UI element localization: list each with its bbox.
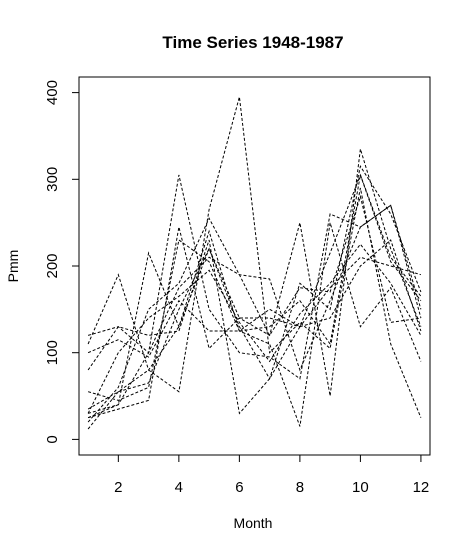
- series-line-9: [87, 247, 422, 410]
- y-axis-label: Pmm: [5, 250, 21, 283]
- series-layer: [87, 96, 422, 430]
- series-line-12: [87, 243, 422, 414]
- series-line-1: [87, 174, 422, 414]
- y-tick-label: 300: [44, 167, 61, 192]
- series-line-8: [87, 222, 422, 427]
- series-line-7: [87, 239, 422, 401]
- y-tick-label: 400: [44, 80, 61, 105]
- series-line-6: [87, 164, 422, 380]
- x-tick-label: 2: [114, 479, 122, 496]
- series-line-5: [87, 204, 422, 372]
- series-line-4: [87, 173, 422, 415]
- x-axis: 2 4 6 8 10 12: [114, 454, 430, 496]
- series-line-10: [87, 194, 421, 423]
- y-tick-label: 200: [44, 253, 61, 278]
- x-tick-label: 12: [413, 479, 430, 496]
- series-line-2: [87, 96, 422, 430]
- y-tick-label: 100: [44, 340, 61, 365]
- x-tick-label: 4: [175, 479, 183, 496]
- series-line-11: [87, 173, 422, 358]
- x-tick-label: 6: [235, 479, 243, 496]
- x-tick-label: 10: [352, 479, 369, 496]
- y-tick-label: 0: [44, 435, 61, 443]
- x-tick-label: 8: [296, 479, 304, 496]
- y-axis: 0 100 200 300 400: [44, 80, 80, 444]
- chart-title: Time Series 1948-1987: [162, 33, 343, 52]
- x-axis-label: Month: [234, 515, 273, 531]
- series-line-3: [87, 148, 422, 419]
